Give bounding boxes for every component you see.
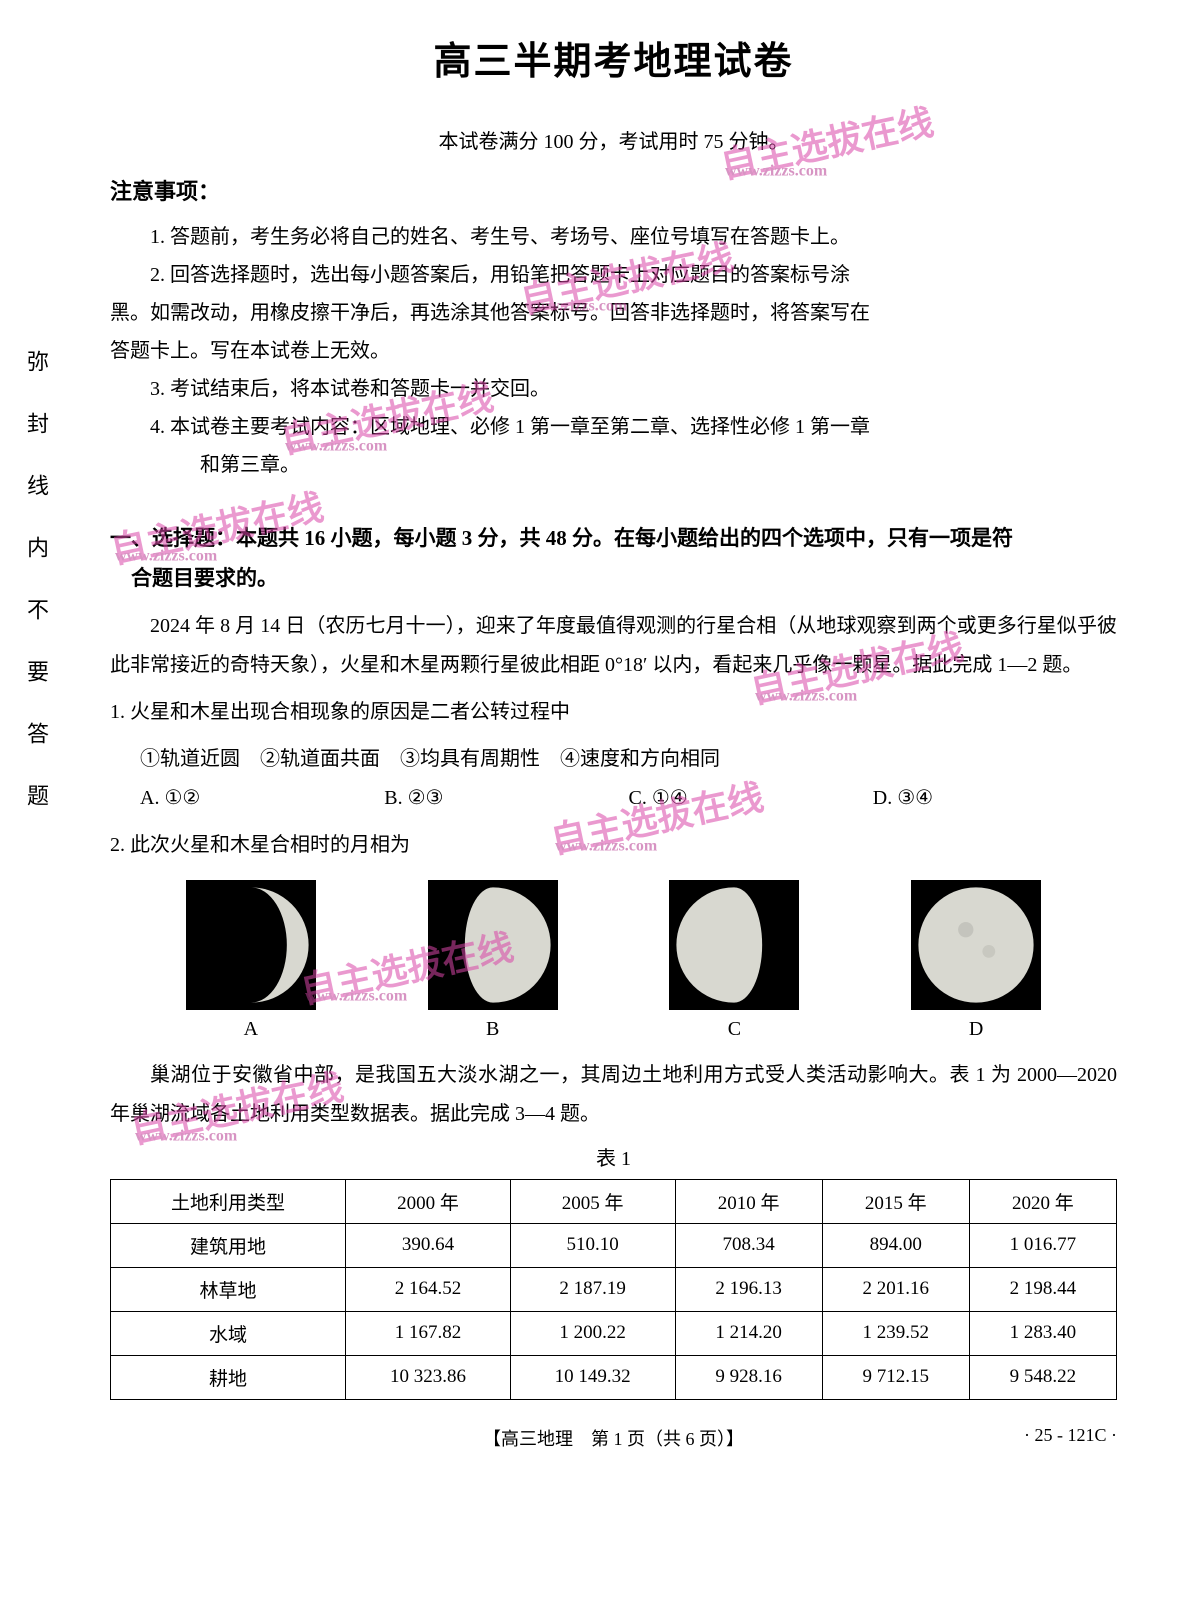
q1-option-a: A. ①② — [140, 779, 384, 818]
cell-value: 2 198.44 — [969, 1267, 1116, 1311]
th-2020: 2020 年 — [969, 1179, 1116, 1223]
table-row: 耕地10 323.8610 149.329 928.169 712.159 54… — [111, 1355, 1117, 1399]
row-label: 林草地 — [111, 1267, 346, 1311]
exam-page: 弥封线内不要答题 高三半期考地理试卷 本试卷满分 100 分，考试用时 75 分… — [0, 0, 1177, 1481]
moon-option-a: A — [150, 880, 352, 1041]
passage-2: 巢湖位于安徽省中部，是我国五大淡水湖之一，其周边土地利用方式受人类活动影响大。表… — [110, 1056, 1117, 1134]
cell-value: 1 016.77 — [969, 1223, 1116, 1267]
row-label: 耕地 — [111, 1355, 346, 1399]
notice-heading: 注意事项： — [110, 174, 1117, 206]
table-row: 林草地2 164.522 187.192 196.132 201.162 198… — [111, 1267, 1117, 1311]
th-2015: 2015 年 — [822, 1179, 969, 1223]
question-1: 1. 火星和木星出现合相现象的原因是二者公转过程中 — [110, 693, 1117, 732]
exam-subtitle: 本试卷满分 100 分，考试用时 75 分钟。 — [110, 125, 1117, 154]
th-type: 土地利用类型 — [111, 1179, 346, 1223]
moon-label-c: C — [634, 1018, 836, 1041]
q1-option-d: D. ③④ — [873, 779, 1117, 818]
footer-center: 【高三地理 第 1 页（共 6 页）】 — [483, 1429, 744, 1449]
notice-item-4b: 和第三章。 — [110, 446, 1117, 484]
cell-value: 2 187.19 — [510, 1267, 675, 1311]
q1-option-c: C. ①④ — [629, 779, 873, 818]
table-1-caption: 表 1 — [110, 1142, 1117, 1171]
moon-icon-c — [669, 880, 799, 1010]
table-row: 水域1 167.821 200.221 214.201 239.521 283.… — [111, 1311, 1117, 1355]
cell-value: 1 167.82 — [346, 1311, 511, 1355]
footer-code: · 25 - 121C · — [1024, 1425, 1117, 1446]
moon-icon-d — [911, 880, 1041, 1010]
cell-value: 10 149.32 — [510, 1355, 675, 1399]
notice-item-1: 1. 答题前，考生务必将自己的姓名、考生号、考场号、座位号填写在答题卡上。 — [110, 218, 1117, 256]
moon-label-d: D — [875, 1018, 1077, 1041]
notice-item-4: 4. 本试卷主要考试内容：区域地理、必修 1 第一章至第二章、选择性必修 1 第… — [110, 408, 1117, 446]
th-2000: 2000 年 — [346, 1179, 511, 1223]
cell-value: 1 200.22 — [510, 1311, 675, 1355]
cell-value: 708.34 — [675, 1223, 822, 1267]
page-footer: 【高三地理 第 1 页（共 6 页）】 · 25 - 121C · — [110, 1425, 1117, 1451]
moon-option-d: D — [875, 880, 1077, 1041]
cell-value: 1 239.52 — [822, 1311, 969, 1355]
th-2010: 2010 年 — [675, 1179, 822, 1223]
notice-item-2: 2. 回答选择题时，选出每小题答案后，用铅笔把答题卡上对应题目的答案标号涂 — [110, 256, 1117, 294]
cell-value: 510.10 — [510, 1223, 675, 1267]
moon-label-a: A — [150, 1018, 352, 1041]
table-header-row: 土地利用类型 2000 年 2005 年 2010 年 2015 年 2020 … — [111, 1179, 1117, 1223]
notice-item-2b: 黑。如需改动，用橡皮擦干净后，再选涂其他答案标号。回答非选择题时，将答案写在 — [110, 294, 1117, 332]
notice-item-2c: 答题卡上。写在本试卷上无效。 — [110, 332, 1117, 370]
cell-value: 2 164.52 — [346, 1267, 511, 1311]
cell-value: 2 196.13 — [675, 1267, 822, 1311]
q1-option-b: B. ②③ — [384, 779, 628, 818]
row-label: 水域 — [111, 1311, 346, 1355]
passage-1: 2024 年 8 月 14 日（农历七月十一），迎来了年度最值得观测的行星合相（… — [110, 607, 1117, 685]
moon-option-c: C — [634, 880, 836, 1041]
notice-item-3: 3. 考试结束后，将本试卷和答题卡一并交回。 — [110, 370, 1117, 408]
exam-title: 高三半期考地理试卷 — [110, 30, 1117, 85]
cell-value: 1 283.40 — [969, 1311, 1116, 1355]
cell-value: 9 928.16 — [675, 1355, 822, 1399]
th-2005: 2005 年 — [510, 1179, 675, 1223]
moon-icon-b — [428, 880, 558, 1010]
cell-value: 1 214.20 — [675, 1311, 822, 1355]
table-row: 建筑用地390.64510.10708.34894.001 016.77 — [111, 1223, 1117, 1267]
section-1-heading: 一、选择题：本题共 16 小题，每小题 3 分，共 48 分。在每小题给出的四个… — [110, 519, 1117, 559]
moon-phase-options: A B C D — [150, 880, 1077, 1041]
cell-value: 9 712.15 — [822, 1355, 969, 1399]
moon-option-b: B — [392, 880, 594, 1041]
cell-value: 10 323.86 — [346, 1355, 511, 1399]
moon-label-b: B — [392, 1018, 594, 1041]
cell-value: 894.00 — [822, 1223, 969, 1267]
row-label: 建筑用地 — [111, 1223, 346, 1267]
question-2: 2. 此次火星和木星合相时的月相为 — [110, 826, 1117, 865]
cell-value: 2 201.16 — [822, 1267, 969, 1311]
section-1-heading-cont: 合题目要求的。 — [110, 559, 1117, 599]
binding-side-label: 弥封线内不要答题 — [20, 350, 52, 846]
land-use-table: 土地利用类型 2000 年 2005 年 2010 年 2015 年 2020 … — [110, 1179, 1117, 1400]
question-1-subopts: ①轨道近圆 ②轨道面共面 ③均具有周期性 ④速度和方向相同 — [110, 740, 1117, 779]
cell-value: 9 548.22 — [969, 1355, 1116, 1399]
question-1-options: A. ①② B. ②③ C. ①④ D. ③④ — [110, 779, 1117, 818]
moon-icon-a — [186, 880, 316, 1010]
cell-value: 390.64 — [346, 1223, 511, 1267]
